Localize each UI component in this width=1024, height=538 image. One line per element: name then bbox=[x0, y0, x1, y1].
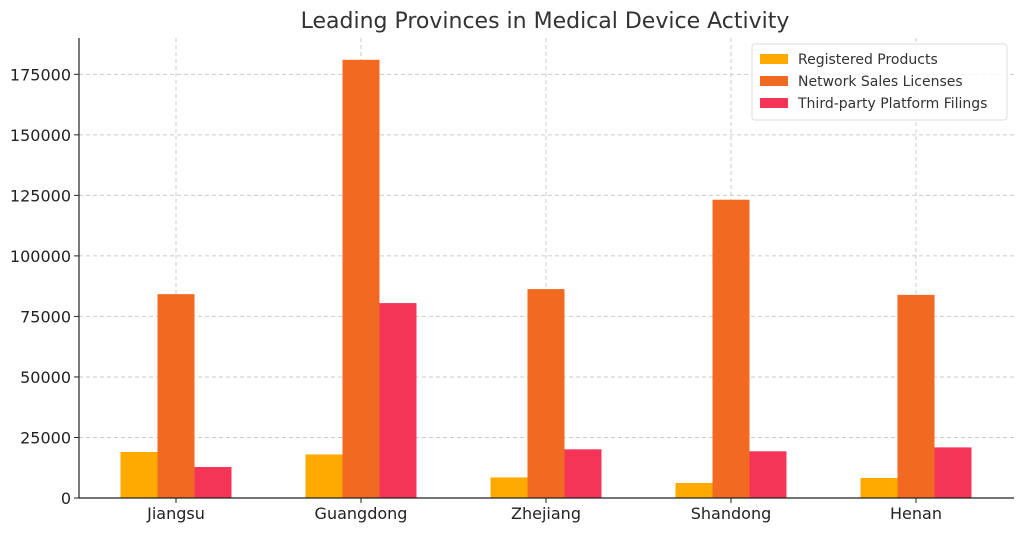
y-tick-label: 75000 bbox=[20, 307, 71, 326]
legend-label: Third-party Platform Filings bbox=[797, 96, 987, 112]
y-tick-label: 175000 bbox=[10, 65, 71, 84]
y-tick-label: 0 bbox=[61, 489, 71, 508]
y-tick-label: 100000 bbox=[10, 247, 71, 266]
y-tick-label: 50000 bbox=[20, 368, 71, 387]
bars bbox=[120, 59, 972, 498]
x-tick-label: Henan bbox=[890, 504, 942, 523]
y-tick-label: 150000 bbox=[10, 126, 71, 145]
legend-label: Registered Products bbox=[798, 52, 938, 68]
bar bbox=[934, 447, 972, 498]
x-tick-label: Jiangsu bbox=[146, 504, 205, 523]
legend-swatch bbox=[760, 76, 788, 86]
y-tick-label: 25000 bbox=[20, 428, 71, 447]
y-tick-label: 125000 bbox=[10, 186, 71, 205]
legend-swatch bbox=[760, 54, 788, 64]
bar bbox=[379, 303, 417, 498]
bar bbox=[194, 467, 232, 498]
bar bbox=[749, 451, 787, 498]
bar bbox=[157, 294, 195, 498]
bar bbox=[712, 199, 750, 498]
x-tick-label: Shandong bbox=[691, 504, 771, 523]
bar bbox=[305, 454, 343, 498]
bar bbox=[527, 289, 565, 498]
x-tick-label: Zhejiang bbox=[511, 504, 581, 523]
legend-label: Network Sales Licenses bbox=[798, 74, 963, 90]
legend-box bbox=[751, 43, 1008, 121]
axes: 0 25000 50000 75000 100000 125000 150000 175000… bbox=[10, 38, 1014, 523]
x-tick-label: Guangdong bbox=[315, 504, 408, 523]
bar bbox=[675, 482, 713, 498]
legend: Registered Products Network Sales License… bbox=[751, 43, 1008, 121]
bar bbox=[897, 294, 935, 498]
legend-swatch bbox=[760, 98, 788, 108]
chart-title: Leading Provinces in Medical Device Acti… bbox=[301, 9, 790, 34]
bar bbox=[342, 59, 380, 498]
bar bbox=[564, 449, 602, 498]
bar bbox=[490, 477, 528, 498]
bar bbox=[860, 477, 898, 498]
bar bbox=[120, 452, 158, 498]
